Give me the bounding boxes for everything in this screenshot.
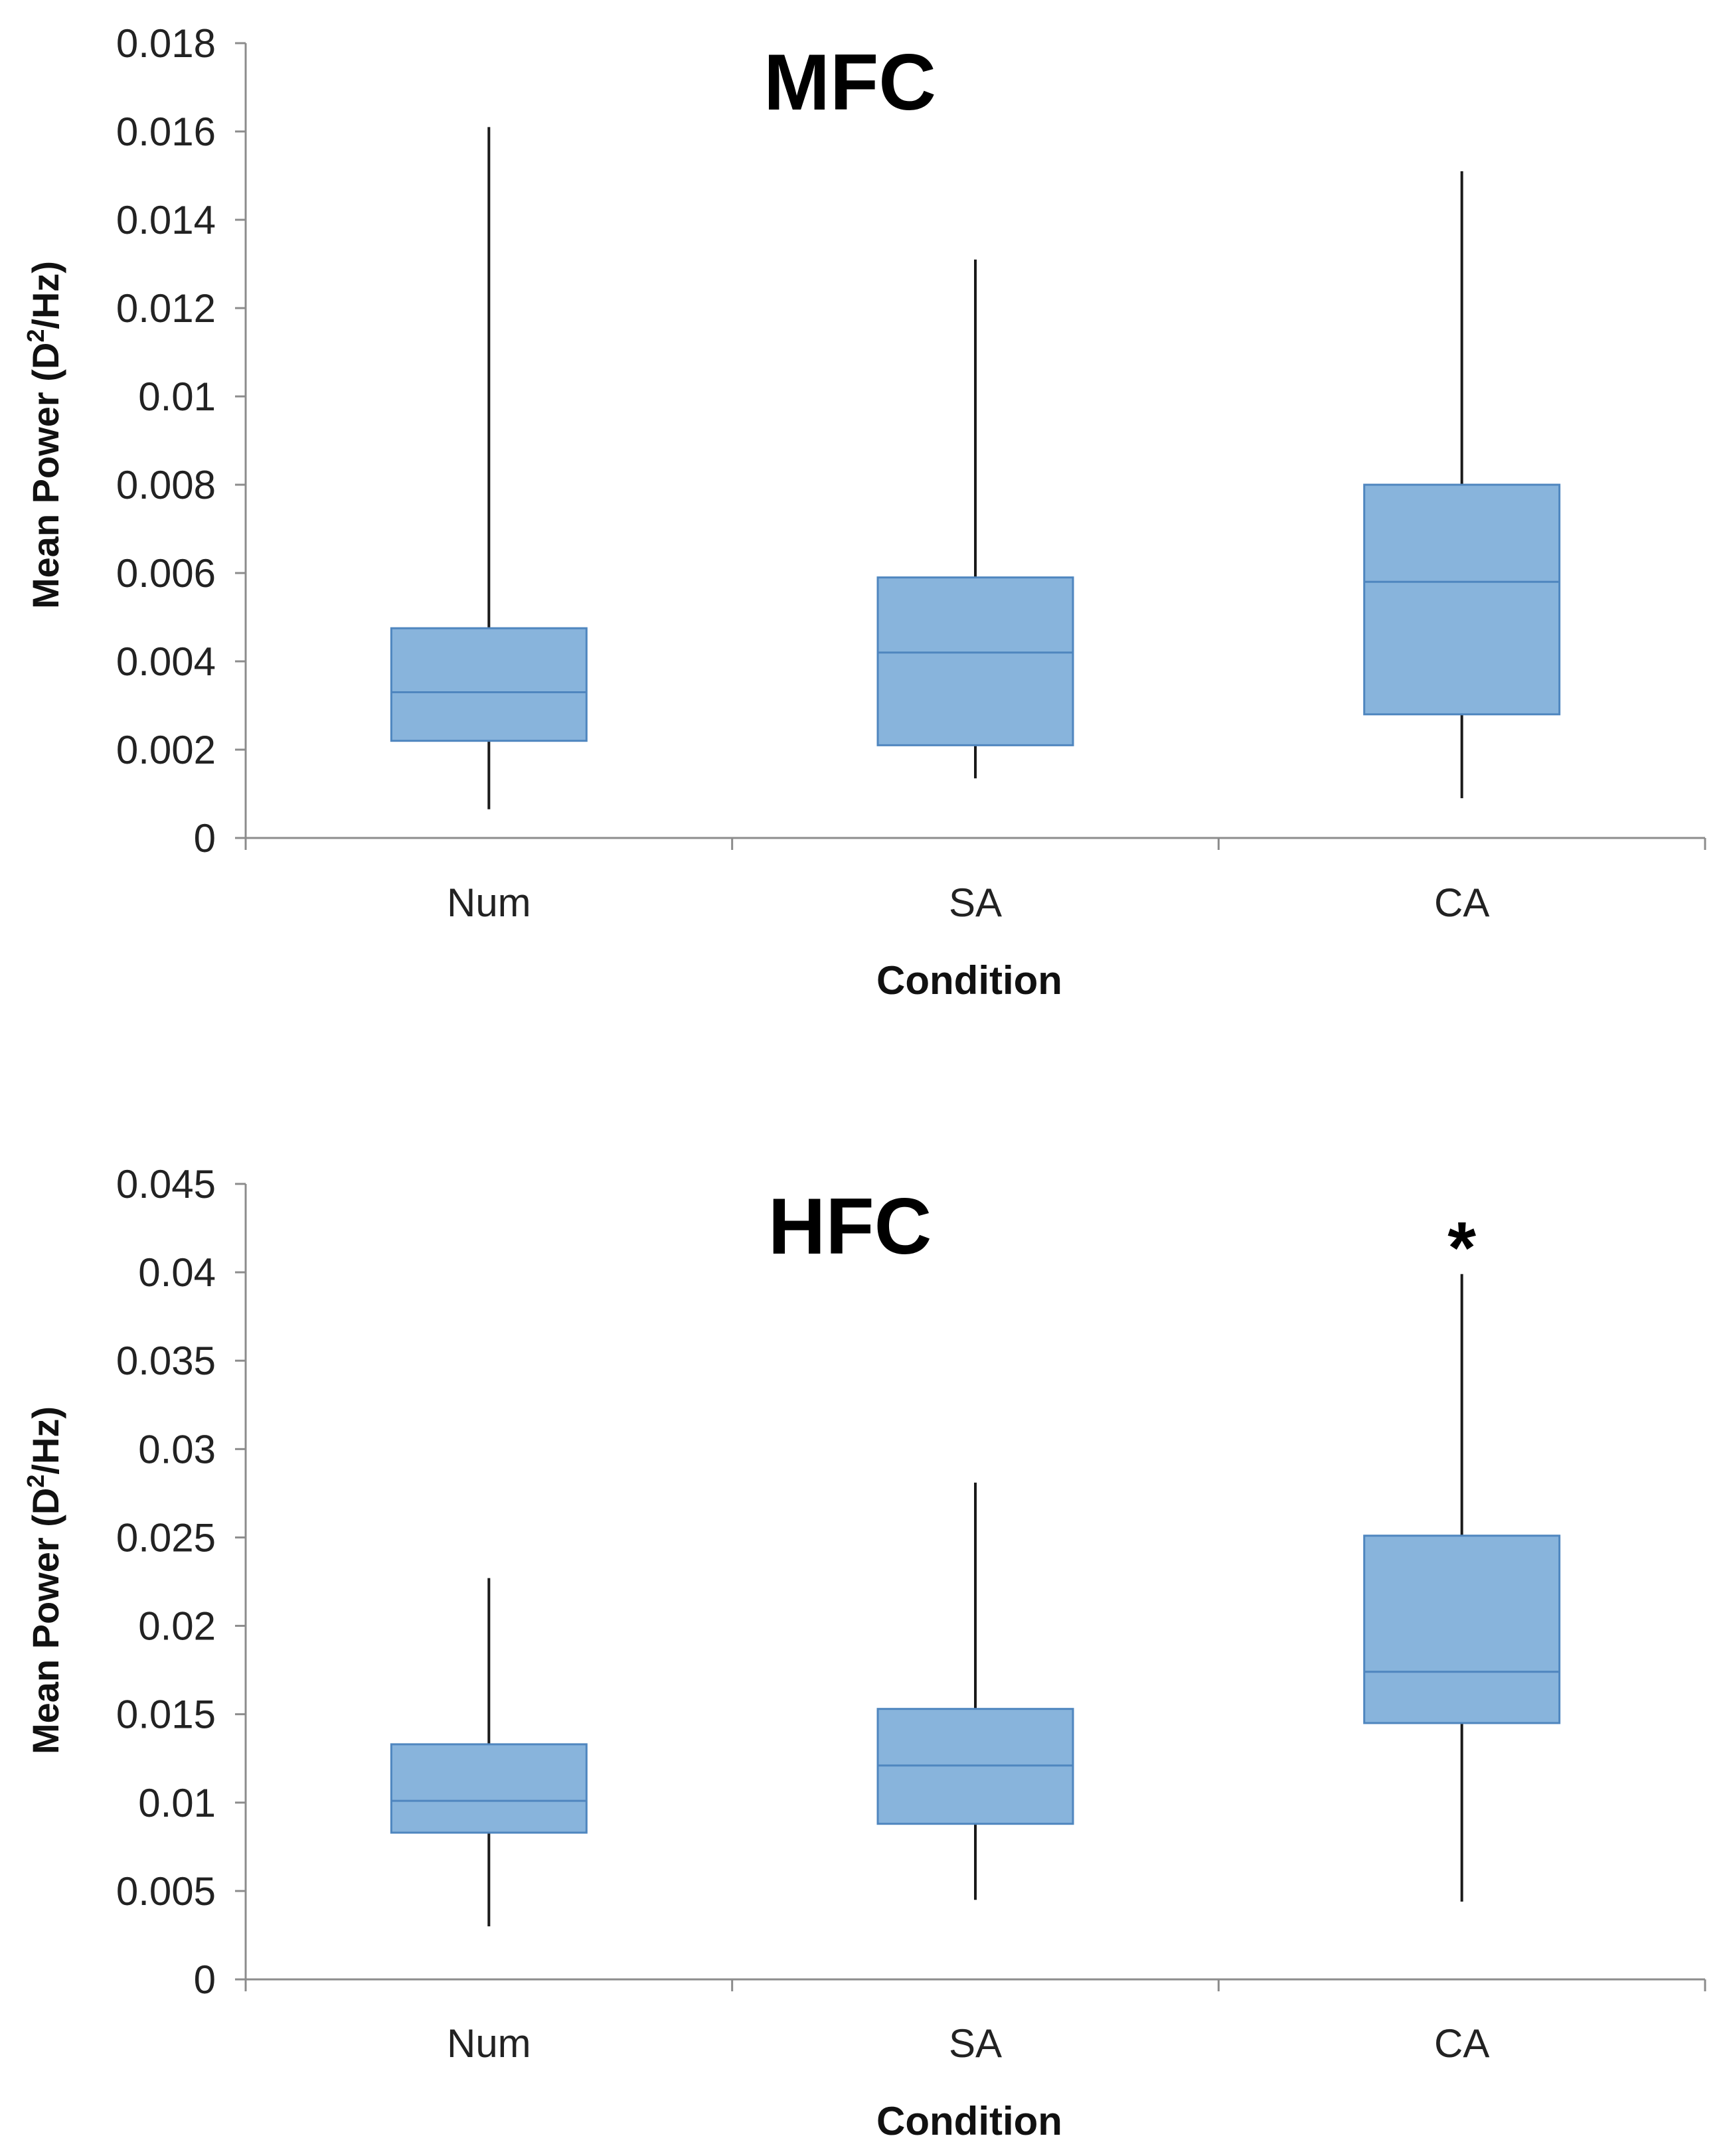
y-tick-label: 0.01 <box>138 374 216 419</box>
y-tick-label: 0.01 <box>138 1781 216 1825</box>
box-num <box>390 1578 588 1927</box>
y-axis-label: Mean Power (D2/Hz) <box>22 1406 66 1754</box>
iqr-box <box>1363 1534 1561 1724</box>
y-tick-label: 0.035 <box>116 1339 216 1383</box>
y-tick-label: 0.012 <box>116 286 216 331</box>
y-tick-label: 0.014 <box>116 198 216 242</box>
y-tick-label: 0 <box>194 1957 216 2002</box>
y-axis-label-text: Mean Power (D2/Hz) <box>22 261 66 609</box>
iqr-box <box>876 576 1074 746</box>
significance-marker: * <box>1447 1207 1476 1289</box>
box-sa <box>876 259 1074 779</box>
y-tick-label: 0.03 <box>138 1427 216 1471</box>
plot-area: 0 0.002 0.004 0.006 0.008 0.01 0.012 0.014 0.016… <box>116 21 1706 925</box>
y-tick-label: 0.025 <box>116 1515 216 1560</box>
x-category-label: CA <box>1434 880 1489 925</box>
y-tick-label: 0.004 <box>116 639 216 684</box>
y-tick-label: 0.045 <box>116 1162 216 1206</box>
x-category-label: Num <box>447 880 531 925</box>
y-tick-label: 0.006 <box>116 551 216 596</box>
iqr-box <box>390 627 588 742</box>
x-category-label: CA <box>1434 2021 1489 2066</box>
y-tick-label: 0.018 <box>116 21 216 66</box>
y-axis-label-text: Mean Power (D2/Hz) <box>22 1406 66 1754</box>
iqr-box <box>1363 483 1561 716</box>
hfc-chart: HFC Mean Power (D2/Hz) Condition 00.0050… <box>22 1162 1706 2143</box>
iqr-box <box>390 1743 588 1834</box>
box-sa <box>876 1482 1074 1900</box>
y-tick-label: 0.04 <box>138 1250 216 1295</box>
y-tick-label: 0.008 <box>116 463 216 507</box>
x-axis-label: Condition <box>876 958 1062 1003</box>
mfc-chart: MFC Mean Power (D2/Hz) Condition 00.0020… <box>22 21 1706 1003</box>
y-tick-label: 0.016 <box>116 110 216 154</box>
chart-title: HFC <box>768 1182 932 1271</box>
y-tick-label: 0.005 <box>116 1869 216 1914</box>
y-tick-label: 0.002 <box>116 728 216 772</box>
y-tick-label: 0.015 <box>116 1693 216 1737</box>
x-category-label: SA <box>949 2021 1002 2066</box>
chart-title: MFC <box>764 38 936 127</box>
y-tick-label: 0.02 <box>138 1604 216 1649</box>
box-num <box>390 127 588 809</box>
box-ca <box>1363 171 1561 799</box>
x-category-label: SA <box>949 880 1002 925</box>
box-ca <box>1363 1274 1561 1902</box>
x-category-label: Num <box>447 2021 531 2066</box>
y-tick-label: 0 <box>194 816 216 861</box>
y-axis-label: Mean Power (D2/Hz) <box>22 261 66 609</box>
plot-area: 0 0.005 0.01 0.015 0.02 0.025 0.03 0.035 0.04 0.0… <box>116 1162 1706 2066</box>
x-axis-label: Condition <box>876 2099 1062 2143</box>
